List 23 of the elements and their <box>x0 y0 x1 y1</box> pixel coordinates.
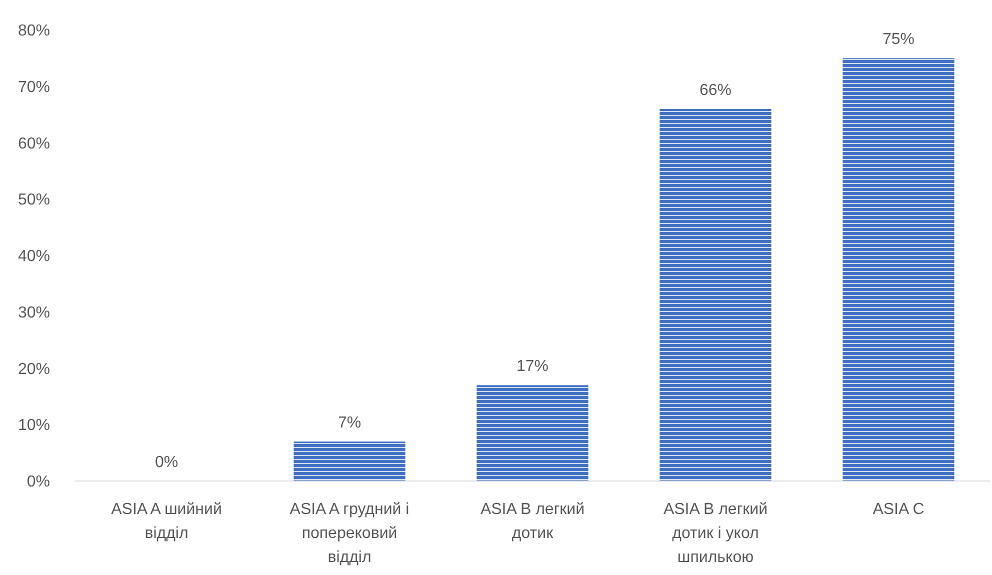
y-tick-label: 50% <box>18 192 50 209</box>
bar <box>660 108 772 481</box>
data-label: 75% <box>882 31 915 48</box>
y-tick-label: 20% <box>18 360 50 378</box>
x-tick-label: ASIA A шийний відділ <box>111 501 222 542</box>
y-tick-label: 10% <box>18 417 50 434</box>
y-tick-label: 0% <box>26 474 50 491</box>
data-label: 0% <box>154 454 178 471</box>
x-tick-label: ASIA A грудний і поперековий відділ <box>290 501 410 566</box>
y-tick-label: 80% <box>18 22 50 40</box>
data-label: 66% <box>699 82 732 99</box>
y-tick-label: 30% <box>18 304 50 322</box>
y-tick-label: 60% <box>18 135 50 152</box>
y-tick-label: 70% <box>18 78 50 96</box>
bar <box>842 58 954 481</box>
data-label: 7% <box>338 414 362 432</box>
x-tick-label: ASIA C <box>872 501 924 518</box>
bar <box>294 442 406 481</box>
x-tick-label: ASIA B легкий дотик <box>480 501 585 542</box>
x-tick-label: ASIA B легкий дотик і укол шпилькою <box>663 501 768 566</box>
data-label: 17% <box>516 358 549 376</box>
y-tick-label: 40% <box>18 248 50 266</box>
bar <box>476 385 588 481</box>
